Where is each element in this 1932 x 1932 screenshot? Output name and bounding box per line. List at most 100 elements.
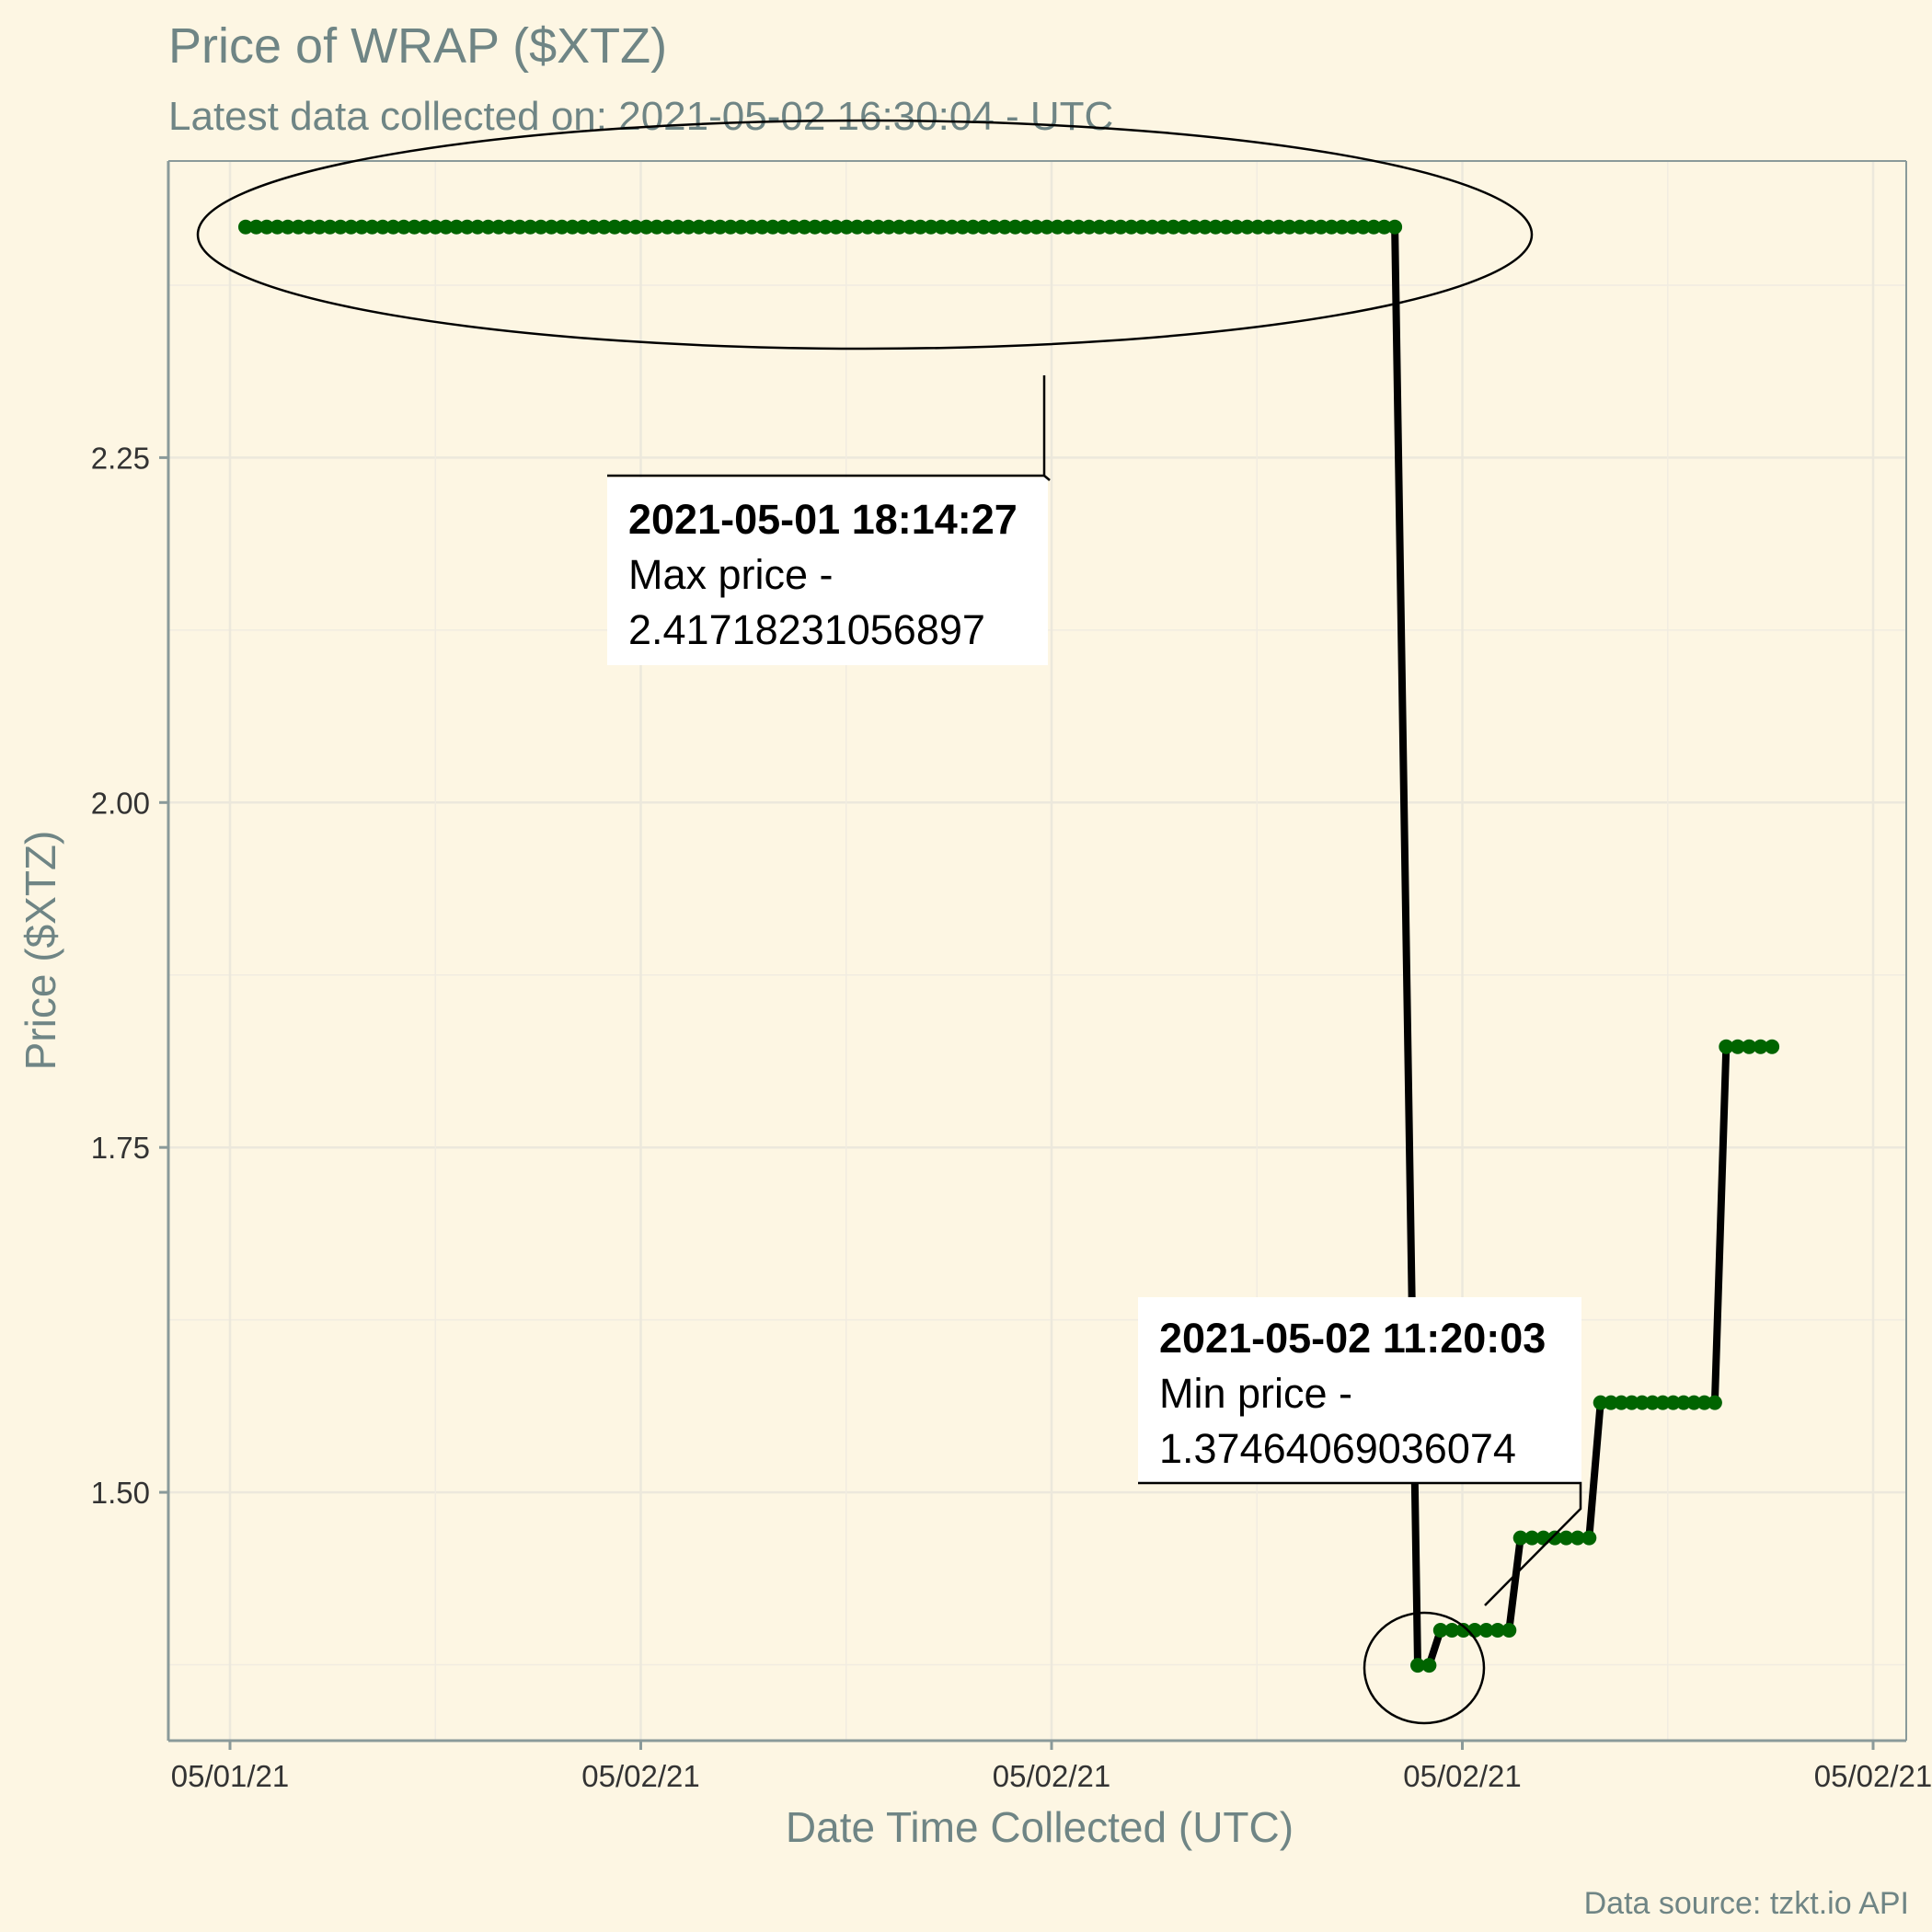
data-point — [354, 219, 370, 235]
data-point — [396, 219, 411, 235]
data-point — [1444, 1623, 1460, 1638]
max-annotation: 2021-05-01 18:14:27 Max price - 2.417182… — [607, 375, 1051, 665]
data-point — [1113, 219, 1129, 235]
min-annotation-value: 1.37464069036074 — [1159, 1425, 1516, 1472]
y-tick-label: 1.50 — [91, 1476, 150, 1510]
data-point — [1742, 1039, 1757, 1054]
data-point — [660, 219, 675, 235]
data-point — [881, 219, 896, 235]
data-point — [1007, 219, 1023, 235]
data-point — [1293, 219, 1307, 235]
x-tick-label: 05/02/21 — [581, 1759, 699, 1793]
min-annotation-label: Min price - — [1159, 1370, 1352, 1417]
max-annotation-label: Max price - — [628, 551, 834, 598]
data-point — [375, 219, 390, 235]
data-point — [449, 219, 465, 235]
data-point — [1581, 1530, 1597, 1546]
data-point — [1665, 1395, 1681, 1410]
data-point — [1197, 219, 1213, 235]
data-point — [870, 219, 886, 235]
min-annotation-leader — [1138, 1481, 1582, 1606]
data-point — [544, 219, 559, 235]
data-point — [1645, 1395, 1661, 1410]
data-point — [891, 219, 907, 235]
data-point — [617, 219, 633, 235]
x-tick-label: 05/02/21 — [993, 1759, 1110, 1793]
data-point — [1218, 219, 1234, 235]
data-point — [385, 219, 401, 235]
data-point — [1134, 219, 1150, 235]
data-point — [1376, 219, 1392, 235]
data-point — [1144, 219, 1160, 235]
data-point — [839, 219, 855, 235]
data-point — [1634, 1395, 1650, 1410]
data-point — [976, 219, 992, 235]
data-point — [1166, 219, 1181, 235]
data-point — [1387, 219, 1403, 235]
data-point — [818, 219, 834, 235]
data-point — [312, 219, 328, 235]
data-point — [1260, 219, 1276, 235]
x-axis-ticks: 05/01/21 05/02/21 05/02/21 05/02/21 05/02/21 — [171, 1741, 1932, 1793]
data-point — [1366, 219, 1382, 235]
max-highlight-ellipse — [196, 119, 1534, 351]
data-point — [1624, 1395, 1639, 1410]
max-annotation-value: 2.41718231056897 — [628, 606, 985, 653]
data-point — [776, 219, 791, 235]
data-point — [986, 219, 1002, 235]
data-point — [470, 219, 486, 235]
data-point — [934, 219, 949, 235]
y-tick-label: 2.25 — [91, 441, 150, 475]
data-point — [1604, 1395, 1618, 1410]
data-point — [1039, 219, 1054, 235]
data-point — [1355, 219, 1371, 235]
data-point — [1123, 219, 1139, 235]
y-tick-label: 2.00 — [91, 786, 150, 820]
data-point — [1060, 219, 1075, 235]
data-point — [723, 219, 739, 235]
data-point — [923, 219, 938, 235]
x-tick-label: 05/02/21 — [1403, 1759, 1521, 1793]
min-highlight-ellipse — [1363, 1611, 1486, 1725]
data-point — [1696, 1395, 1712, 1410]
data-point — [438, 219, 454, 235]
data-point — [1478, 1623, 1494, 1638]
data-point — [1282, 219, 1297, 235]
data-point — [459, 219, 475, 235]
data-point — [586, 219, 602, 235]
data-point — [849, 219, 865, 235]
data-point — [628, 219, 643, 235]
data-point — [807, 219, 822, 235]
data-point — [955, 219, 971, 235]
data-point — [428, 219, 443, 235]
data-point — [1455, 1623, 1471, 1638]
data-point — [554, 219, 569, 235]
data-point — [1313, 219, 1328, 235]
data-point — [1489, 1623, 1505, 1638]
data-point — [1614, 1395, 1629, 1410]
data-point — [1512, 1530, 1528, 1546]
data-point — [1432, 1623, 1448, 1638]
data-point — [1324, 219, 1340, 235]
data-point — [1229, 219, 1245, 235]
data-point — [913, 219, 928, 235]
data-point — [691, 219, 707, 235]
data-point — [1753, 1039, 1768, 1054]
data-point — [765, 219, 780, 235]
data-point — [1239, 219, 1255, 235]
data-point — [333, 219, 349, 235]
max-annotation-time: 2021-05-01 18:14:27 — [628, 496, 1018, 543]
data-point — [322, 219, 338, 235]
max-annotation-box — [607, 477, 1048, 665]
data-point — [712, 219, 728, 235]
data-point — [1410, 1658, 1425, 1673]
data-point — [1655, 1395, 1671, 1410]
data-point — [1593, 1395, 1608, 1410]
data-point — [1271, 219, 1286, 235]
data-point — [965, 219, 981, 235]
data-point — [364, 219, 380, 235]
data-point — [649, 219, 664, 235]
data-point — [1187, 219, 1202, 235]
